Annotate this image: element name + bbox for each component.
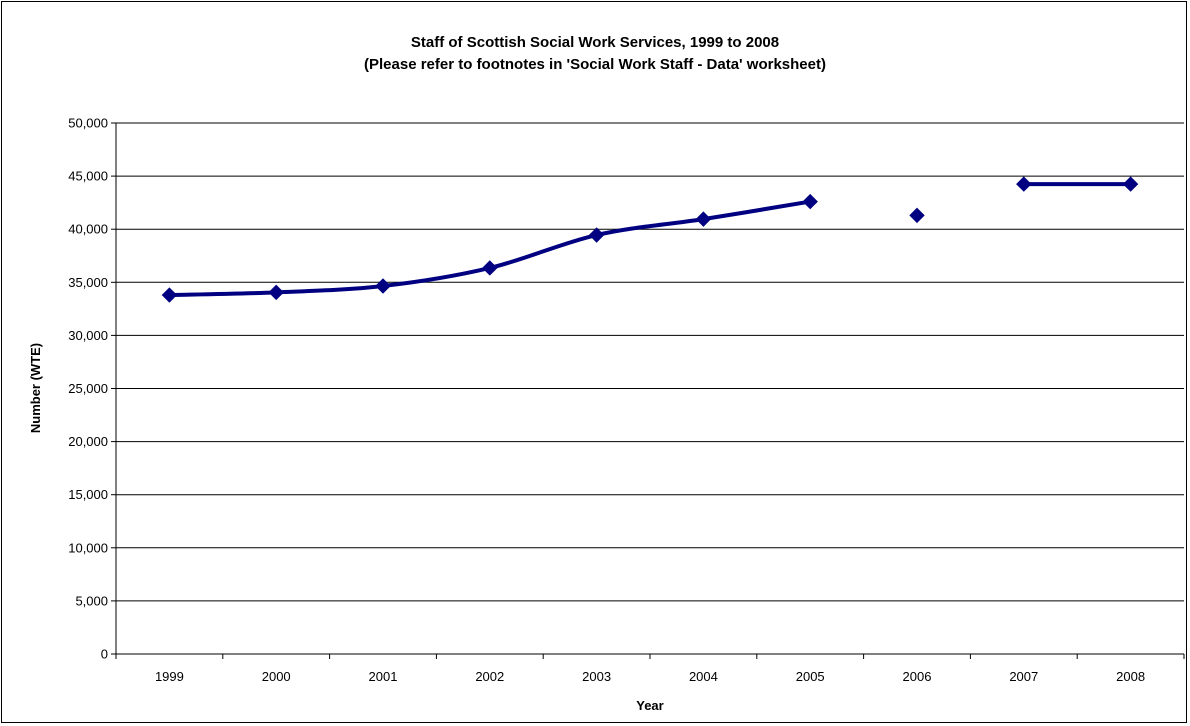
data-point-marker: [909, 207, 925, 224]
y-tick-label: 30,000: [68, 328, 108, 343]
data-point-marker: [1122, 176, 1139, 192]
data-point-marker: [588, 227, 605, 243]
x-axis-title: Year: [636, 698, 663, 713]
x-tick-label: 2006: [903, 669, 932, 684]
y-tick-label: 50,000: [68, 116, 108, 131]
x-tick-label: 2005: [796, 669, 825, 684]
y-tick-label: 40,000: [68, 222, 108, 237]
x-tick-label: 2008: [1116, 669, 1145, 684]
data-point-marker: [695, 211, 712, 227]
x-tick-label: 2004: [689, 669, 718, 684]
y-tick-label: 5,000: [75, 593, 108, 608]
x-axis-ticks: 1999 2000 2001 2002 2003 2004 2005 2006 2007 2008: [115, 654, 1185, 684]
series-line: [167, 199, 813, 298]
x-tick-label: 2000: [262, 669, 291, 684]
x-tick-label: 2001: [369, 669, 398, 684]
y-tick-label: 20,000: [68, 434, 108, 449]
chart-subtitle: (Please refer to footnotes in 'Social Wo…: [364, 56, 826, 73]
y-tick-label: 10,000: [68, 540, 108, 555]
data-point-marker: [375, 278, 391, 294]
y-tick-label: 0: [101, 647, 108, 662]
x-tick-label: 2007: [1009, 669, 1038, 684]
x-tick-label: 1999: [155, 669, 184, 684]
chart-title: Staff of Scottish Social Work Services, …: [410, 34, 780, 51]
data-point-marker: [802, 193, 818, 210]
series-lines: [167, 182, 1133, 298]
y-tick-label: 15,000: [68, 487, 108, 502]
series-markers: [161, 176, 1139, 303]
x-tick-label: 2002: [475, 669, 504, 684]
y-tick-label: 25,000: [68, 381, 108, 396]
gridlines: [116, 122, 1184, 602]
y-tick-label: 45,000: [68, 169, 108, 184]
y-axis-title: Number (WTE): [28, 343, 43, 433]
y-axis-ticks: 0 5,000 10,000 15,000 20,000 25,000 30,000 35,0…: [68, 116, 116, 662]
data-point-marker: [268, 284, 284, 301]
data-point-marker: [161, 287, 178, 303]
data-point-marker: [1016, 176, 1032, 192]
data-point-marker: [482, 260, 498, 276]
x-tick-label: 2003: [582, 669, 611, 684]
y-tick-label: 35,000: [68, 275, 108, 290]
